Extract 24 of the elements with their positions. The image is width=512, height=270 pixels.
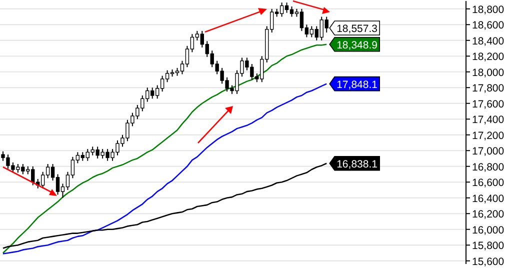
- y-tick-label: 18,400: [472, 35, 504, 48]
- y-tick-label: 16,800: [472, 161, 504, 174]
- line-series: [2, 44, 328, 254]
- y-tick-label: 18,600: [472, 20, 504, 32]
- y-tick-label: 16,400: [472, 192, 504, 205]
- text: 18,557.3: [336, 22, 378, 35]
- y-tick-label: 16,200: [472, 208, 504, 221]
- y-tick-label: 17,000: [472, 146, 504, 158]
- y-tick-label: 17,200: [472, 130, 504, 142]
- y-tick-label: 15,800: [472, 240, 504, 252]
- y-tick-label: 17,800: [472, 82, 504, 95]
- data-label: 16,838.1: [336, 158, 378, 170]
- y-tick-label: 18,800: [472, 4, 504, 16]
- line-series: [2, 162, 328, 249]
- y-tick-label: 18,000: [472, 66, 504, 79]
- y-tick-label: 16,000: [472, 224, 504, 236]
- data-label: 17,848.1: [336, 78, 378, 91]
- y-tick-label: 15,600: [472, 256, 504, 268]
- y-tick-label: 16,600: [472, 177, 504, 190]
- y-tick-label: 17,600: [472, 98, 504, 110]
- line-series: [2, 83, 328, 254]
- y-tick-label: 18,200: [472, 51, 504, 64]
- data-label: 18,348.9: [336, 39, 378, 52]
- y-tick-label: 17,400: [472, 114, 504, 126]
